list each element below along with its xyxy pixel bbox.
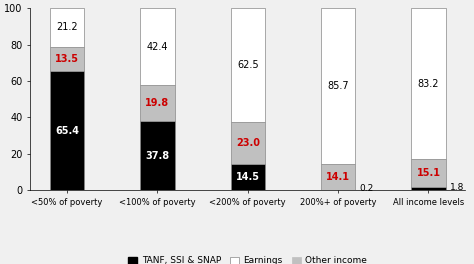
Bar <box>140 85 174 121</box>
Text: 23.0: 23.0 <box>236 138 260 148</box>
Bar <box>321 164 356 190</box>
Text: 15.1: 15.1 <box>417 168 440 178</box>
Bar <box>140 8 174 85</box>
Bar <box>231 122 265 164</box>
Bar <box>411 8 446 159</box>
Text: 13.5: 13.5 <box>55 54 79 64</box>
Text: 37.8: 37.8 <box>146 151 170 161</box>
Text: 21.2: 21.2 <box>56 22 78 32</box>
Bar <box>411 187 446 190</box>
Text: 65.4: 65.4 <box>55 126 79 136</box>
Text: 14.1: 14.1 <box>326 172 350 182</box>
Text: 62.5: 62.5 <box>237 60 259 70</box>
Text: 42.4: 42.4 <box>147 42 168 52</box>
Text: 85.7: 85.7 <box>328 81 349 91</box>
Text: 14.5: 14.5 <box>236 172 260 182</box>
Bar <box>50 46 84 71</box>
Text: 83.2: 83.2 <box>418 79 439 89</box>
Bar <box>411 159 446 187</box>
Bar <box>321 8 356 164</box>
Text: 1.8: 1.8 <box>450 183 465 192</box>
Bar <box>231 164 265 190</box>
Text: 19.8: 19.8 <box>146 98 170 108</box>
Bar <box>140 121 174 190</box>
Bar <box>50 8 84 46</box>
Legend: TANF, SSI & SNAP, Earnings, Other income: TANF, SSI & SNAP, Earnings, Other income <box>125 253 371 264</box>
Text: 0.2: 0.2 <box>360 185 374 194</box>
Bar <box>50 71 84 190</box>
Bar <box>231 8 265 122</box>
